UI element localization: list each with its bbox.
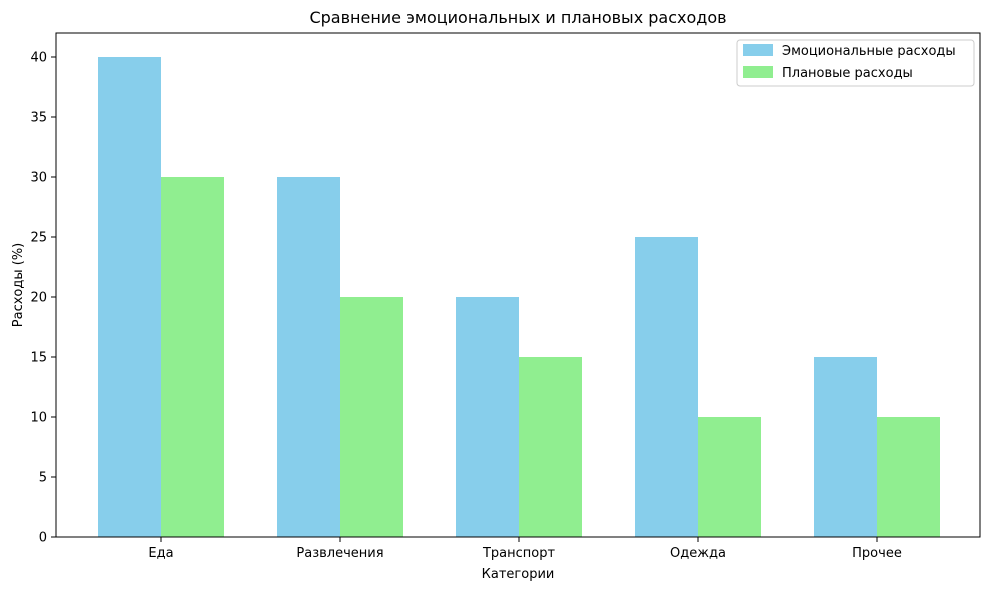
bar-emotional-0 <box>98 57 161 537</box>
x-tick-label: Развлечения <box>296 546 383 561</box>
legend-label: Эмоциональные расходы <box>782 44 956 59</box>
y-tick-label: 35 <box>30 111 47 126</box>
x-tick-label: Транспорт <box>482 546 556 561</box>
legend-label: Плановые расходы <box>782 66 913 81</box>
legend: Эмоциональные расходы Плановые расходы <box>736 39 975 87</box>
bars-group <box>98 57 940 537</box>
y-axis-label: Расходы (%) <box>11 243 26 327</box>
x-tick-label: Прочее <box>852 546 902 561</box>
bar-emotional-1 <box>277 177 340 537</box>
x-axis-label: Категории <box>482 567 555 582</box>
y-axis: 0 5 10 15 20 25 30 35 40 <box>30 51 56 546</box>
x-tick-label: Одежда <box>670 546 726 561</box>
x-tick-label: Еда <box>148 546 173 561</box>
bar-emotional-4 <box>814 357 877 537</box>
bar-planned-3 <box>698 417 761 537</box>
bar-emotional-2 <box>456 297 519 537</box>
bar-planned-0 <box>161 177 224 537</box>
y-tick-label: 15 <box>30 351 47 366</box>
x-axis: Еда Развлечения Транспорт Одежда Прочее <box>148 537 902 561</box>
chart-title: Сравнение эмоциональных и плановых расхо… <box>309 8 726 27</box>
y-tick-label: 30 <box>30 171 47 186</box>
bar-planned-4 <box>877 417 940 537</box>
legend-swatch <box>743 44 773 56</box>
legend-swatch <box>743 66 773 78</box>
y-tick-label: 10 <box>30 411 47 426</box>
bar-planned-1 <box>340 297 403 537</box>
y-tick-label: 25 <box>30 231 47 246</box>
plot-frame <box>55 32 981 538</box>
bar-planned-2 <box>519 357 582 537</box>
y-tick-label: 20 <box>30 291 47 306</box>
bar-emotional-3 <box>635 237 698 537</box>
y-tick-label: 5 <box>39 471 47 486</box>
y-tick-label: 0 <box>39 531 47 546</box>
legend-box <box>736 39 975 87</box>
y-tick-label: 40 <box>30 51 47 66</box>
